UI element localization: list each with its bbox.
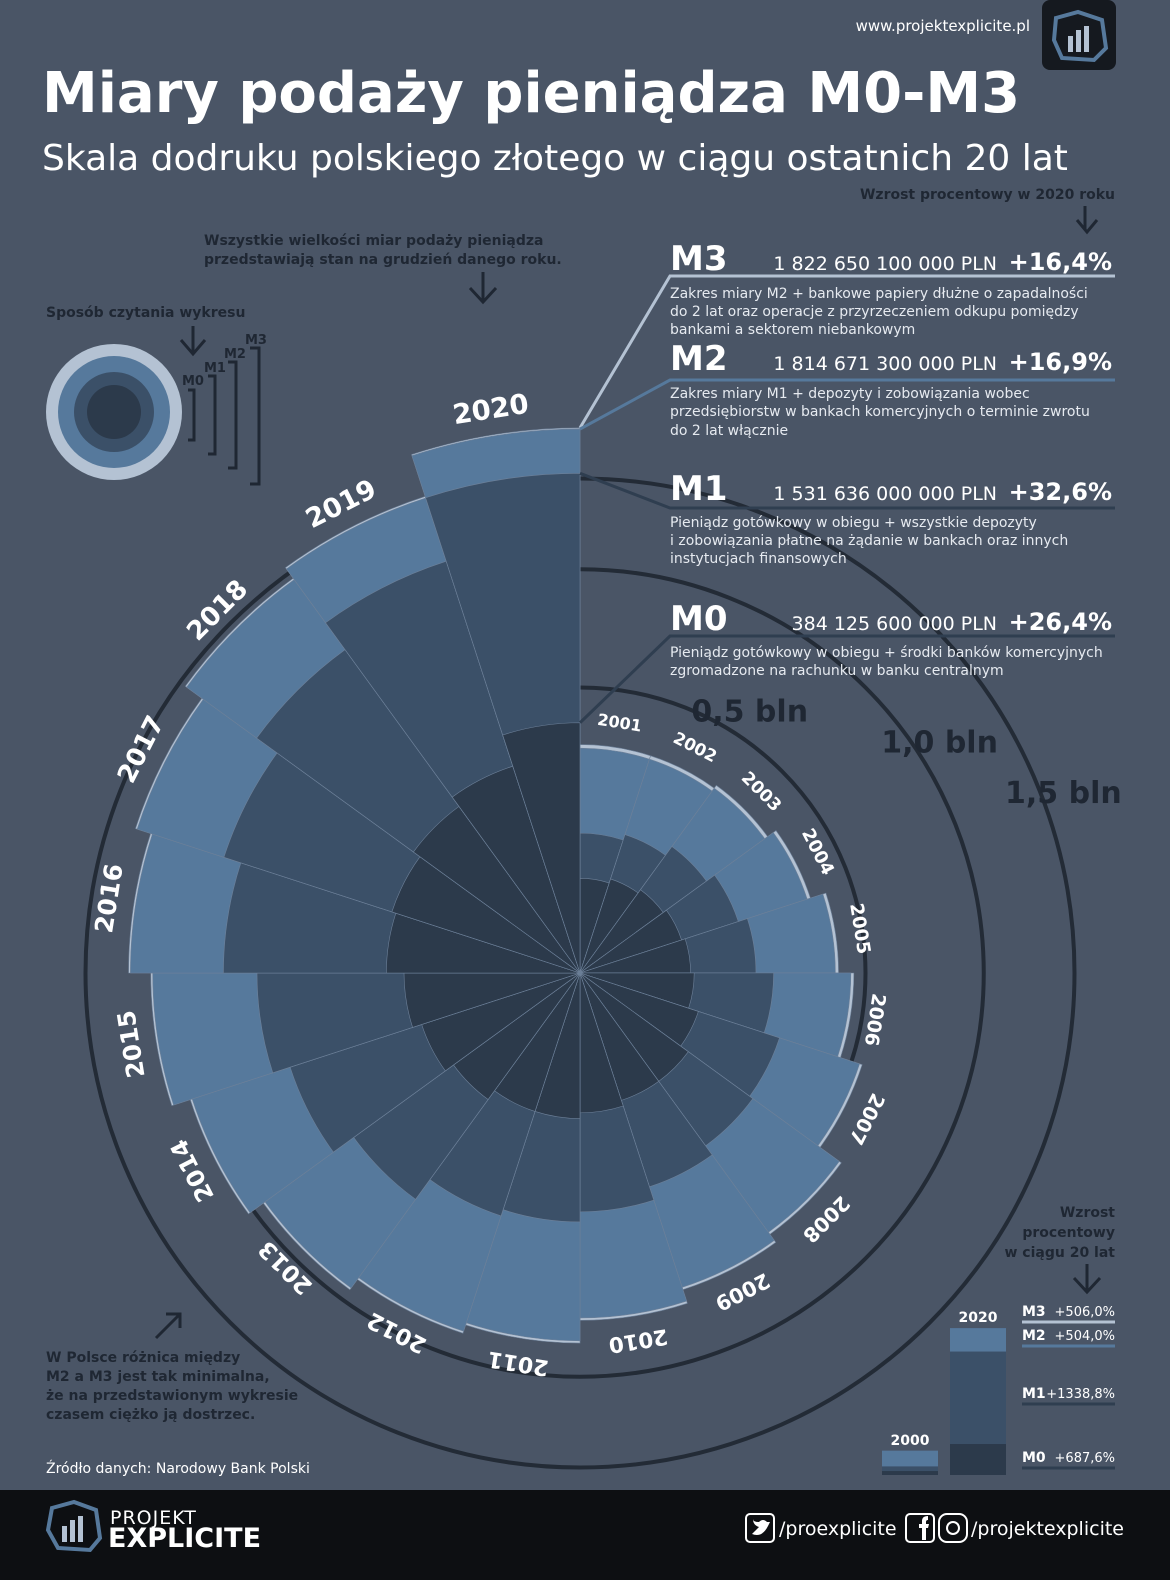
measure-description: przedsiębiorstw w bankach komercyjnych o… — [670, 404, 1090, 420]
footer-bar — [0, 1490, 1170, 1580]
connector-line — [578, 274, 1115, 429]
mini-chart-title: Wzrost — [1060, 1205, 1115, 1221]
mini-legend-name: M2 — [1022, 1328, 1046, 1344]
instagram-icon[interactable] — [938, 1513, 968, 1543]
wedge-m0 — [502, 722, 581, 974]
measure-description: do 2 lat oraz operacje z przyrzeczeniem … — [670, 304, 1079, 320]
mini-legend-name: M3 — [1022, 1304, 1046, 1320]
twitter-icon[interactable] — [745, 1513, 775, 1543]
source: Źródło danych: Narodowy Bank Polski — [46, 1459, 310, 1477]
twitter-handle[interactable]: /proexplicite — [779, 1518, 897, 1540]
reading-legend — [46, 344, 261, 486]
measure-name: M0 — [670, 599, 728, 639]
measure-name: M1 — [670, 469, 728, 509]
radial-tick-label: 1,0 bln — [881, 726, 998, 761]
measure-amount: 1 531 636 000 000 PLN — [773, 483, 997, 505]
measure-name: M2 — [670, 339, 728, 379]
radial-tick-label: 1,5 bln — [1005, 776, 1122, 811]
measure-description: Zakres miary M1 + depozyty i zobowiązani… — [670, 386, 1030, 402]
arrow-down — [468, 272, 498, 305]
legend-m1: M1 — [204, 361, 226, 376]
measure-growth-2020: +16,4% — [1009, 248, 1112, 276]
measure-amount: 1 814 671 300 000 PLN — [773, 353, 997, 375]
measure-amount: 384 125 600 000 PLN — [792, 613, 997, 635]
measure-amount: 1 822 650 100 000 PLN — [773, 253, 997, 275]
growth-bar-chart: Wzrost procentowy w ciągu 20 lat 2000 2020 M3… — [882, 1205, 1115, 1475]
brand-top: PROJEKT — [110, 1507, 197, 1529]
growth-2020-heading: Wzrost procentowy w 2020 roku — [860, 187, 1115, 203]
brand-bottom: EXPLICITE — [108, 1523, 261, 1554]
measure-description: i zobowiązania płatne na żądanie w banka… — [670, 533, 1068, 549]
connector-line — [579, 471, 1115, 510]
measure-description: zgromadzone na rachunku w banku centraln… — [670, 663, 1004, 679]
measure-description: Pieniądz gotówkowy w obiegu + wszystkie … — [670, 515, 1037, 531]
date-note: Wszystkie wielkości miar podaży pieniądz… — [204, 233, 543, 249]
footer-logo — [45, 1499, 103, 1553]
arrow-down — [1075, 206, 1099, 235]
mini-bar-m0 — [950, 1444, 1006, 1475]
mini-legend-growth: +504,0% — [1055, 1329, 1115, 1344]
measure-growth-2020: +16,9% — [1009, 348, 1112, 376]
title: Miary podaży pieniądza M0-M3 — [42, 61, 1020, 126]
arrow-down — [179, 326, 207, 357]
radial-tick-label: 0,5 bln — [691, 694, 808, 729]
logo-badge — [1042, 0, 1116, 70]
measure-description: bankami a sektorem niebankowym — [670, 322, 915, 338]
measure-description: Pieniądz gotówkowy w obiegu + środki ban… — [670, 645, 1103, 661]
mini-legend-name: M1 — [1022, 1386, 1046, 1402]
mini-bar-m0 — [882, 1471, 938, 1475]
connector-line — [579, 378, 1115, 431]
social-handle[interactable]: /projektexplicite — [971, 1518, 1124, 1540]
arrow-up-right — [154, 1312, 182, 1340]
mini-bar-m1 — [882, 1466, 938, 1475]
m2-m3-note: M2 a M3 jest tak minimalna, — [46, 1369, 270, 1385]
mini-chart-title: procentowy — [1022, 1225, 1115, 1241]
subtitle: Skala dodruku polskiego złotego w ciągu … — [42, 138, 1068, 179]
website: www.projektexplicite.pl — [856, 17, 1030, 35]
mini-chart-title: w ciągu 20 lat — [1004, 1245, 1115, 1261]
reading-heading: Sposób czytania wykresu — [46, 305, 245, 321]
m2-m3-note: W Polsce różnica między — [46, 1350, 240, 1366]
measure-growth-2020: +26,4% — [1009, 608, 1112, 636]
measure-name: M3 — [670, 239, 728, 279]
measure-info: M3 1 822 650 100 000 PLN +16,4% Zakres miar… — [578, 239, 1115, 724]
mini-legend-name: M0 — [1022, 1450, 1046, 1466]
date-note: przedstawiają stan na grudzień danego ro… — [204, 252, 562, 268]
mini-category-label: 2000 — [891, 1433, 930, 1449]
legend-m2: M2 — [224, 347, 246, 362]
measure-description: do 2 lat włącznie — [670, 423, 788, 439]
m2-m3-note: czasem ciężko ją dostrzec. — [46, 1407, 255, 1423]
measure-description: Zakres miary M2 + bankowe papiery dłużne… — [670, 286, 1088, 302]
mini-legend-growth: +506,0% — [1055, 1305, 1115, 1320]
legend-m0: M0 — [182, 374, 204, 389]
legend-m3: M3 — [245, 333, 267, 348]
mini-category-label: 2020 — [959, 1310, 998, 1326]
mini-legend-growth: +687,6% — [1055, 1451, 1115, 1466]
connector-line — [578, 634, 1115, 724]
m2-m3-note: że na przedstawionym wykresie — [46, 1388, 298, 1404]
facebook-icon[interactable] — [905, 1513, 935, 1543]
mini-legend-growth: +1338,8% — [1046, 1387, 1115, 1402]
arrow-down — [1072, 1264, 1102, 1295]
measure-description: instytucjach finansowych — [670, 551, 847, 567]
measure-growth-2020: +32,6% — [1009, 478, 1112, 506]
